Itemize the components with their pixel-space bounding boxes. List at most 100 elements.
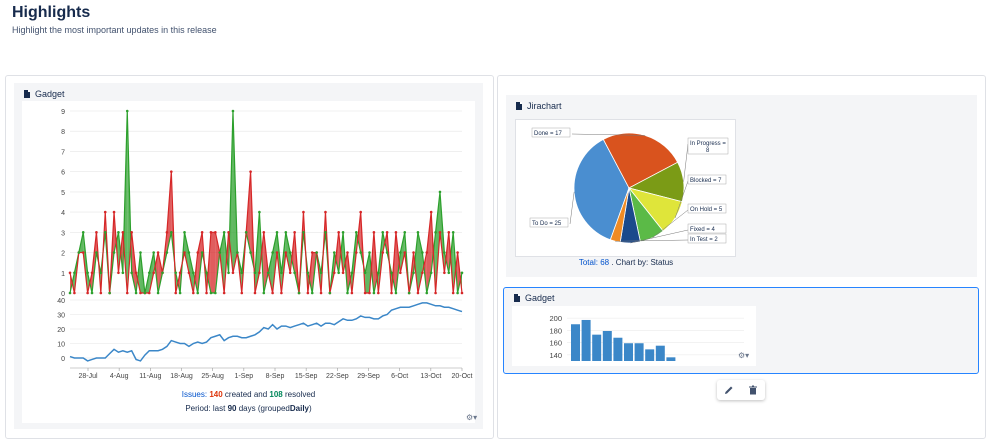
gadget-toolbar xyxy=(717,380,765,400)
created-point xyxy=(200,231,204,234)
x-tick-label: 1-Sep xyxy=(234,373,253,380)
resolved-point xyxy=(147,271,151,275)
gadget-bar-selected[interactable]: Gadget 140 160 180 200 ⚙▾ xyxy=(503,287,979,374)
resolved-point xyxy=(416,231,420,234)
period-group: Daily xyxy=(289,404,309,413)
created-point xyxy=(249,170,252,173)
created-point xyxy=(68,271,72,275)
document-icon xyxy=(24,90,30,98)
resolved-point xyxy=(156,291,160,295)
resolved-point xyxy=(200,251,204,254)
document-icon xyxy=(514,294,520,302)
pie-label-box xyxy=(687,137,729,155)
resolved-point xyxy=(240,271,244,275)
resolved-point xyxy=(271,251,274,254)
created-point xyxy=(354,251,358,254)
created-point xyxy=(271,291,274,295)
resolved-point xyxy=(359,251,362,254)
area-band xyxy=(268,252,273,293)
resolved-point xyxy=(319,271,323,275)
pie-leader xyxy=(674,180,689,219)
y-tick-label: 2 xyxy=(61,251,65,258)
created-point xyxy=(341,271,345,275)
resolved-point xyxy=(209,291,213,295)
resolved-count: 108 xyxy=(269,390,283,399)
resolved-point xyxy=(121,271,125,275)
created-point xyxy=(130,231,133,234)
area-band xyxy=(395,232,400,293)
created-point xyxy=(262,231,266,234)
created-point xyxy=(319,291,323,295)
resolved-point xyxy=(332,251,336,254)
created-point xyxy=(394,231,398,234)
resolved-point xyxy=(187,251,191,254)
resolved-point xyxy=(407,291,411,295)
resolved-point xyxy=(363,271,367,275)
resolved-point xyxy=(117,231,120,234)
pie-leader xyxy=(683,143,689,182)
created-point xyxy=(222,291,226,295)
resolved-point xyxy=(341,231,345,234)
gear-icon: ⚙ xyxy=(466,413,474,422)
resolved-point xyxy=(236,251,239,254)
y-tick-label: 20 xyxy=(57,327,65,334)
created-point xyxy=(183,251,186,254)
resolved-point xyxy=(381,231,385,234)
gadget-title: Gadget xyxy=(35,89,65,99)
resolved-point xyxy=(258,210,261,214)
created-point xyxy=(99,291,103,295)
created-point xyxy=(95,231,98,234)
created-line xyxy=(69,171,463,294)
resolved-point xyxy=(399,251,402,254)
created-point xyxy=(231,271,235,275)
y-tick-label: 7 xyxy=(61,149,65,156)
created-point xyxy=(443,271,446,275)
x-tick-label: 25-Aug xyxy=(201,373,224,380)
resolved-point xyxy=(178,291,182,295)
pie-leader xyxy=(569,191,575,225)
created-point xyxy=(209,231,213,234)
resolved-point xyxy=(174,271,178,275)
created-point xyxy=(346,251,349,254)
x-tick-label: 4-Aug xyxy=(110,373,129,380)
pie-leader xyxy=(652,209,689,238)
created-point xyxy=(192,291,195,295)
gadget-header: Jirachart xyxy=(516,101,562,111)
pie-label-box xyxy=(687,174,727,185)
pie-label: Blocked = 7 xyxy=(690,178,722,184)
resolved-point xyxy=(429,271,433,275)
gadget-created-vs-resolved: Gadget 0 1 2 3 4 5 6 7 8 9 0 10 20 30 40 28-Jul 4-Aug 11-… xyxy=(14,83,483,429)
resolved-point xyxy=(403,231,407,234)
created-point xyxy=(460,291,464,295)
area-band xyxy=(365,252,370,293)
created-point xyxy=(86,291,89,295)
resolved-point xyxy=(103,231,107,234)
delete-button[interactable] xyxy=(743,381,763,399)
created-point xyxy=(310,251,314,254)
pie-leader xyxy=(571,133,646,136)
total-value: 68 xyxy=(600,258,610,267)
x-tick-label: 6-Oct xyxy=(391,373,408,380)
period-suffix: ) xyxy=(309,404,312,413)
resolved-point xyxy=(192,271,195,275)
resolved-point xyxy=(196,291,200,295)
resolved-point xyxy=(421,251,424,254)
gadget-settings-button[interactable]: ⚙▾ xyxy=(466,413,477,422)
edit-button[interactable] xyxy=(719,381,739,399)
x-tick-label: 29-Sep xyxy=(357,373,380,380)
resolved-point xyxy=(451,231,455,234)
created-point xyxy=(302,210,305,214)
created-point xyxy=(174,291,178,295)
resolved-point xyxy=(231,109,235,113)
bar-settings-button[interactable]: ⚙▾ xyxy=(738,351,749,360)
period-days: 90 xyxy=(227,404,237,413)
resolved-point xyxy=(293,271,296,275)
x-tick-label: 15-Sep xyxy=(295,373,318,380)
created-point xyxy=(438,231,442,234)
created-point xyxy=(332,271,336,275)
created-point xyxy=(134,271,138,275)
area-band xyxy=(435,191,440,293)
resolved-point xyxy=(390,271,393,275)
created-point xyxy=(451,291,455,295)
y-tick-label: 0 xyxy=(61,291,65,298)
